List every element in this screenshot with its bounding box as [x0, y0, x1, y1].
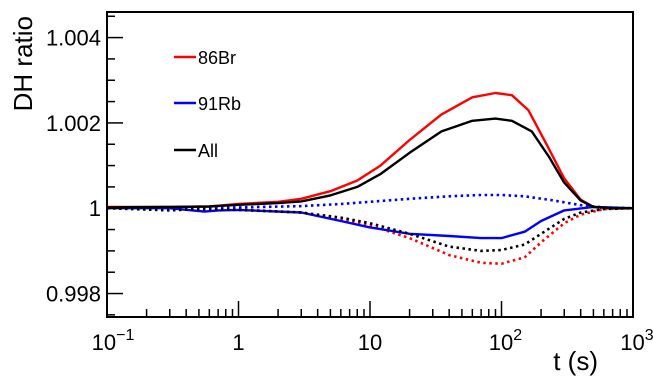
legend-label: 91Rb	[198, 94, 241, 114]
legend-item-86br: 86Br	[174, 48, 236, 68]
legend-label: All	[198, 141, 218, 161]
y-axis-title: DH ratio	[8, 16, 38, 111]
series-layer	[106, 91, 634, 265]
legend-item-91rb: 91Rb	[174, 94, 241, 114]
y-tick-label: 1.002	[46, 111, 101, 136]
series-86br-dotted-line	[106, 206, 634, 265]
y-tick-label: 1	[89, 196, 101, 221]
x-tick-label: 10−1	[92, 327, 135, 355]
y-tick-label: 1.004	[46, 26, 101, 51]
series-all-dotted-line	[106, 206, 634, 253]
x-tick-label: 1	[232, 330, 244, 355]
ticks-layer: 10−1 1 10 102 103 0.998 1 1.002 1.004	[46, 15, 653, 355]
y-tick-label: 0.998	[46, 282, 101, 307]
x-tick-label: 10	[358, 330, 382, 355]
series-91rb-solid-line	[107, 205, 634, 240]
legend-label: 86Br	[198, 48, 236, 68]
x-tick-label: 102	[489, 327, 522, 355]
legend: 86Br 91Rb All	[174, 48, 241, 161]
x-axis-title: t (s)	[553, 346, 598, 376]
x-tick-label: 103	[620, 327, 653, 355]
series-all-solid-line	[106, 117, 633, 210]
legend-item-all: All	[174, 141, 218, 161]
series-91rb-dotted-line	[107, 193, 634, 210]
